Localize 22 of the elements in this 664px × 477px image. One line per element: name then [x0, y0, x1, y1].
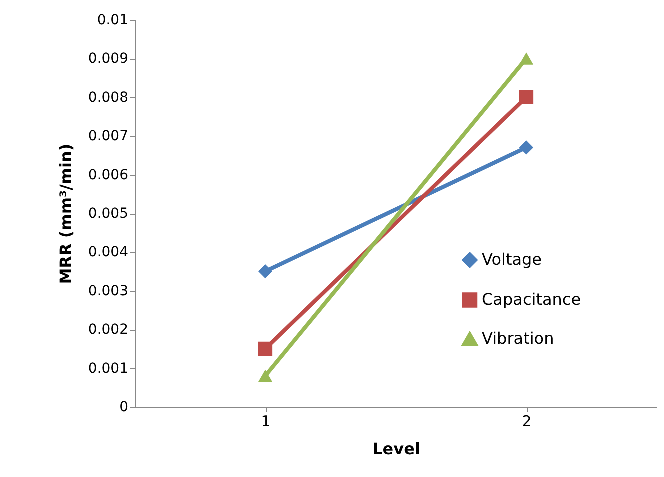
- y-tick-label: 0.003: [88, 283, 128, 300]
- x-axis-title: Level: [372, 440, 420, 458]
- point: [519, 90, 534, 104]
- y-tick-label: 0.004: [88, 244, 129, 261]
- x-tick-label: 1: [261, 412, 271, 430]
- point: [258, 342, 273, 356]
- legend-label: Capacitance: [482, 290, 582, 310]
- x-tick-label: 2: [522, 412, 532, 430]
- y-tick-label: 0.002: [88, 322, 128, 338]
- legend-label: Voltage: [482, 250, 542, 270]
- y-tick-label: 0.01: [97, 12, 128, 28]
- y-tick-label: 0.008: [88, 90, 128, 106]
- point: [519, 140, 534, 155]
- y-tick-label: 0.005: [88, 206, 128, 222]
- y-tick-label: 0.007: [88, 128, 128, 145]
- y-tick-label: 0: [120, 400, 128, 416]
- point: [258, 264, 273, 279]
- y-tick-label: 0.009: [88, 51, 128, 68]
- y-tick-label: 0.006: [88, 167, 129, 184]
- legend-label: Vibration: [482, 329, 554, 348]
- y-axis-title: MRR (mm³/min): [56, 144, 76, 284]
- y-tick-label: 0.001: [88, 360, 128, 377]
